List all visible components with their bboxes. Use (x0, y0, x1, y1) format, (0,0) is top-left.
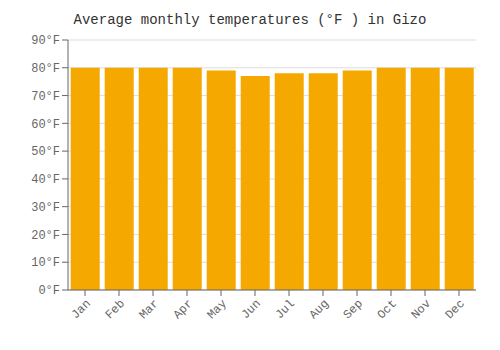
svg-text:90°F: 90°F (31, 34, 60, 48)
svg-text:10°F: 10°F (31, 256, 60, 270)
svg-text:0°F: 0°F (38, 284, 60, 298)
svg-text:40°F: 40°F (31, 173, 60, 187)
svg-text:Jun: Jun (239, 297, 264, 322)
svg-text:Feb: Feb (103, 297, 128, 322)
svg-text:Aug: Aug (307, 297, 332, 322)
html-text:Average monthly temperatures (: Average monthly temperatures (°F ) in Gi… (73, 12, 427, 28)
svg-text:Nov: Nov (409, 297, 434, 322)
svg-text:50°F: 50°F (31, 145, 60, 159)
svg-text:60°F: 60°F (31, 118, 60, 132)
svg-text:Apr: Apr (171, 297, 196, 322)
svg-text:30°F: 30°F (31, 201, 60, 215)
svg-text:Sep: Sep (341, 297, 366, 322)
svg-text:Mar: Mar (137, 297, 162, 322)
svg-text:20°F: 20°F (31, 229, 60, 243)
svg-text:70°F: 70°F (31, 90, 60, 104)
svg-text:Dec: Dec (443, 297, 468, 322)
svg-text:May: May (205, 297, 230, 322)
svg-text:Jan: Jan (69, 297, 94, 322)
svg-text:Oct: Oct (375, 297, 400, 322)
svg-text:80°F: 80°F (31, 62, 60, 76)
svg-text:Jul: Jul (273, 297, 298, 322)
